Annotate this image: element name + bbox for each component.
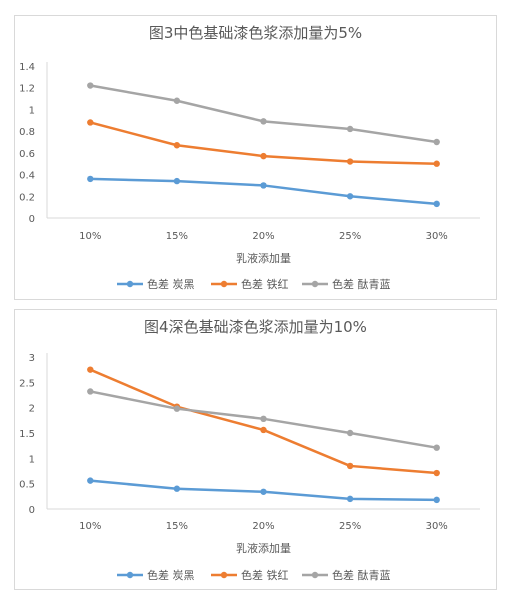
legend-item: 色差 炭黑 bbox=[117, 568, 195, 582]
y-tick-label: 2 bbox=[29, 404, 35, 415]
data-point bbox=[87, 388, 94, 395]
y-tick-label: 1.4 bbox=[19, 62, 35, 73]
y-tick-label: 1 bbox=[29, 105, 35, 116]
y-tick-label: 0 bbox=[29, 214, 35, 225]
x-tick-label: 20% bbox=[252, 521, 274, 532]
chart-panel-2: 图4深色基础漆色浆添加量为10% 乳液添加量 0 0.5 1 1.5 2 2.5 3 10% 1… bbox=[14, 309, 497, 590]
legend-label: 色差 铁红 bbox=[241, 568, 289, 582]
legend-label: 色差 酞青蓝 bbox=[332, 568, 391, 582]
data-point bbox=[433, 444, 440, 451]
data-point bbox=[87, 82, 94, 89]
data-point bbox=[433, 469, 440, 477]
data-point bbox=[433, 138, 440, 146]
x-tick-label: 15% bbox=[166, 521, 188, 532]
data-point bbox=[173, 405, 181, 412]
data-point bbox=[346, 125, 354, 133]
data-point bbox=[346, 429, 354, 437]
chart-title: 图3中色基础漆色浆添加量为5% bbox=[149, 24, 362, 42]
data-point bbox=[260, 182, 267, 189]
legend-swatch-marker bbox=[126, 280, 134, 288]
data-point bbox=[260, 152, 267, 160]
series-line bbox=[90, 84, 437, 144]
y-tick-label: 0.5 bbox=[19, 480, 35, 491]
y-tick-label: 1 bbox=[29, 454, 35, 465]
y-tick-label: 0.6 bbox=[19, 149, 35, 160]
x-tick-label: 30% bbox=[426, 521, 448, 532]
y-tick-label: 3 bbox=[29, 353, 35, 364]
legend-item: 色差 铁红 bbox=[211, 568, 289, 582]
y-tick-label: 1.5 bbox=[19, 429, 35, 440]
data-point bbox=[346, 495, 354, 503]
y-tick-label: 0.2 bbox=[19, 192, 35, 203]
legend-swatch-marker bbox=[220, 280, 228, 288]
x-tick-label: 25% bbox=[339, 521, 361, 532]
y-tick-label: 0.4 bbox=[19, 171, 35, 182]
data-point bbox=[346, 462, 354, 470]
x-axis-label: 乳液添加量 bbox=[236, 541, 291, 555]
data-point bbox=[87, 175, 94, 183]
y-tick-label: 0 bbox=[29, 505, 35, 516]
data-point bbox=[260, 488, 267, 495]
data-point bbox=[433, 496, 440, 504]
x-tick-label: 10% bbox=[79, 231, 101, 242]
chart-panel-1: 图3中色基础漆色浆添加量为5% 乳液添加量 0 0.2 0.4 0.6 0.8 1 1.2 1… bbox=[14, 15, 497, 300]
data-point bbox=[173, 97, 181, 104]
x-tick-label: 15% bbox=[166, 231, 188, 242]
legend-swatch-marker bbox=[311, 571, 319, 579]
data-point bbox=[173, 142, 181, 149]
legend-swatch-marker bbox=[220, 571, 228, 579]
chart-svg-1: 图3中色基础漆色浆添加量为5% 乳液添加量 0 0.2 0.4 0.6 0.8 1 1.2 1… bbox=[19, 24, 480, 291]
legend-item: 色差 铁红 bbox=[211, 277, 289, 291]
chart-title: 图4深色基础漆色浆添加量为10% bbox=[144, 318, 367, 336]
x-tick-label: 10% bbox=[79, 521, 101, 532]
data-point bbox=[260, 118, 267, 125]
data-point bbox=[173, 177, 181, 185]
y-tick-label: 0.8 bbox=[19, 127, 35, 138]
data-point bbox=[173, 485, 181, 492]
legend-item: 色差 酞青蓝 bbox=[302, 277, 391, 291]
legend-item: 色差 炭黑 bbox=[117, 277, 195, 291]
legend-label: 色差 铁红 bbox=[241, 277, 289, 291]
y-tick-label: 2.5 bbox=[19, 378, 35, 389]
legend-label: 色差 炭黑 bbox=[147, 568, 195, 582]
data-point bbox=[260, 426, 267, 434]
data-point bbox=[433, 200, 440, 208]
data-point bbox=[87, 366, 94, 373]
chart-svg-2: 图4深色基础漆色浆添加量为10% 乳液添加量 0 0.5 1 1.5 2 2.5 3 10% 1… bbox=[19, 318, 480, 582]
data-point bbox=[260, 415, 267, 423]
data-point bbox=[346, 193, 354, 200]
data-point bbox=[87, 477, 94, 484]
x-tick-label: 25% bbox=[339, 231, 361, 242]
data-point bbox=[346, 158, 354, 165]
data-point bbox=[87, 119, 94, 126]
legend-swatch-marker bbox=[126, 571, 134, 579]
legend-label: 色差 炭黑 bbox=[147, 277, 195, 291]
legend-item: 色差 酞青蓝 bbox=[302, 568, 391, 582]
legend-label: 色差 酞青蓝 bbox=[332, 277, 391, 291]
y-tick-label: 1.2 bbox=[19, 84, 35, 95]
x-axis-label: 乳液添加量 bbox=[236, 251, 291, 265]
x-tick-label: 20% bbox=[252, 231, 274, 242]
data-point bbox=[433, 160, 440, 167]
x-tick-label: 30% bbox=[426, 231, 448, 242]
legend-swatch-marker bbox=[311, 280, 319, 288]
